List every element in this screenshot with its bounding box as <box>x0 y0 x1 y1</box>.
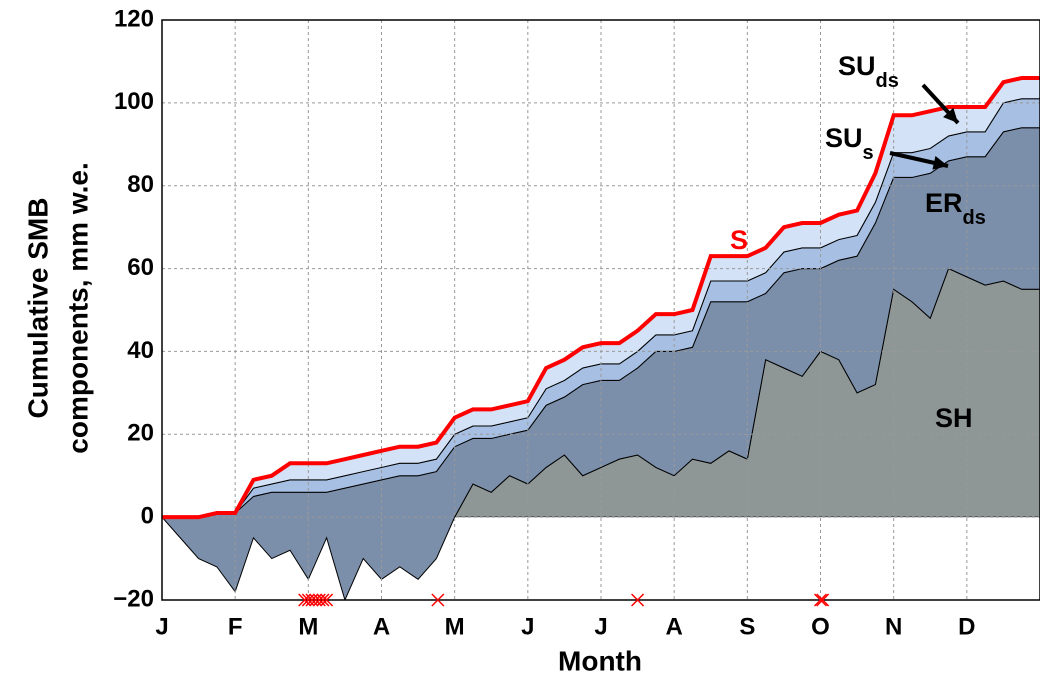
x-tick-label: O <box>811 613 830 640</box>
series-label-name: S <box>730 225 748 255</box>
x-tick-label: M <box>298 613 318 640</box>
series-label: SUs <box>825 123 874 164</box>
series-label: ERds <box>925 188 986 229</box>
series-label: SUds <box>838 51 899 92</box>
event-marker <box>320 593 334 607</box>
y-tick-label: −20 <box>113 585 154 612</box>
plot-frame <box>161 19 1040 601</box>
x-tick-label: M <box>445 613 465 640</box>
x-tick-label: J <box>594 613 607 640</box>
y-axis-title: Cumulative SMB <box>22 198 53 419</box>
event-marker <box>431 593 445 607</box>
series-label-sub: s <box>863 142 874 164</box>
x-tick-label: S <box>739 613 755 640</box>
y-tick-label: 80 <box>127 171 154 198</box>
arrow-head <box>932 156 948 170</box>
event-marker <box>813 593 828 607</box>
series-label-name: SU <box>838 51 876 81</box>
line-series <box>162 76 1040 520</box>
y-axis-title: components, mm w.e. <box>62 162 93 453</box>
x-tick-label: J <box>155 613 168 640</box>
series-label: SH <box>935 403 973 433</box>
x-tick-label: J <box>521 613 534 640</box>
event-marker <box>816 593 830 607</box>
x-tick-label: A <box>665 613 682 640</box>
y-tick-label: 120 <box>114 5 154 32</box>
series-label-name: ER <box>925 188 963 218</box>
series-label-name: SH <box>935 403 973 433</box>
series-label-sub: ds <box>963 207 986 229</box>
event-marker <box>631 593 645 607</box>
arrow-head <box>943 107 958 123</box>
series-label: S <box>730 225 748 255</box>
y-tick-label: 40 <box>127 337 154 364</box>
series-label-name: SU <box>825 123 863 153</box>
x-tick-label: D <box>958 613 975 640</box>
event-marker <box>316 593 330 607</box>
series-label-sub: ds <box>876 70 899 92</box>
y-tick-label: 100 <box>114 88 154 115</box>
x-tick-label: A <box>373 613 390 640</box>
y-tick-label: 60 <box>127 254 154 281</box>
y-tick-label: 0 <box>141 502 154 529</box>
x-tick-label: N <box>885 613 902 640</box>
x-axis-title: Month <box>558 645 642 676</box>
y-tick-label: 20 <box>127 420 154 447</box>
x-tick-label: F <box>228 613 243 640</box>
